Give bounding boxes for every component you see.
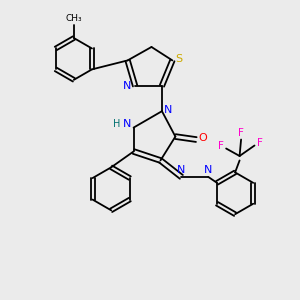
Text: F: F <box>257 138 263 148</box>
Text: F: F <box>238 128 244 138</box>
Text: N: N <box>177 165 185 175</box>
Text: N: N <box>123 119 131 129</box>
Text: F: F <box>218 141 224 151</box>
Text: N: N <box>204 165 212 175</box>
Text: CH₃: CH₃ <box>65 14 82 23</box>
Text: O: O <box>199 133 207 143</box>
Text: S: S <box>176 54 182 64</box>
Text: N: N <box>122 81 131 92</box>
Text: N: N <box>164 105 173 115</box>
Text: H: H <box>113 119 121 129</box>
